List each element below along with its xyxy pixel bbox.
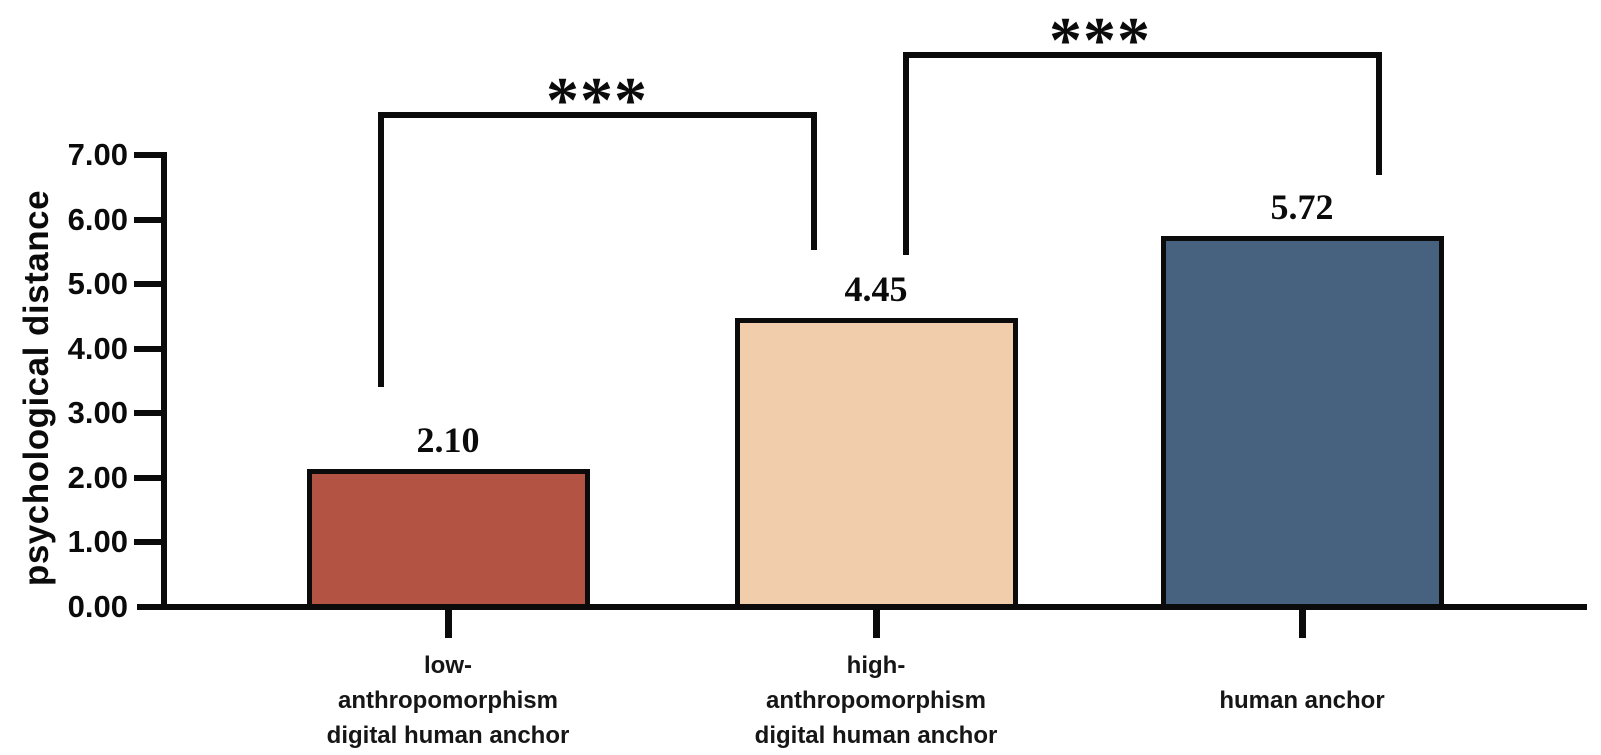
significance-stars: *** <box>1049 4 1151 77</box>
y-tick-label: 3.00 <box>67 395 128 431</box>
x-category-label: low-anthropomorphism digital human anchor <box>218 647 678 753</box>
significance-bracket-left-leg <box>903 52 909 255</box>
x-category-label: human anchor <box>1072 647 1532 753</box>
bar-low-anthropomorphism-digital-human-anchor <box>306 469 590 610</box>
y-tick <box>134 474 161 481</box>
x-category-label-line: anthropomorphism <box>766 686 986 714</box>
y-tick <box>134 539 161 546</box>
y-tick-label: 5.00 <box>67 266 128 302</box>
bar-human-anchor <box>1160 235 1444 610</box>
x-tick <box>872 607 880 638</box>
significance-bracket-top <box>903 52 1382 58</box>
y-tick-label: 2.00 <box>67 459 128 495</box>
bar-value-label: 2.10 <box>416 420 480 461</box>
bar-value-label: 5.72 <box>1270 186 1334 227</box>
significance-stars: *** <box>546 64 648 137</box>
y-tick-label: 1.00 <box>67 524 128 560</box>
bar-value-label: 4.45 <box>844 268 908 309</box>
significance-bracket-top <box>378 112 817 118</box>
x-tick <box>444 607 452 638</box>
significance-bracket-left-leg <box>378 112 384 387</box>
bar-high-anthropomorphism-digital-human-anchor <box>734 317 1018 610</box>
x-category-label: high-anthropomorphism digital human ancho… <box>646 647 1106 753</box>
y-tick <box>134 345 161 352</box>
y-tick <box>134 410 161 417</box>
y-tick <box>134 281 161 288</box>
y-axis-line <box>161 152 167 610</box>
x-category-label-line: digital human anchor <box>326 721 570 749</box>
significance-bracket-right-leg <box>1376 52 1382 175</box>
x-category-label-line: low- <box>424 651 472 679</box>
x-tick <box>1298 607 1306 638</box>
y-tick-label: 7.00 <box>67 137 128 172</box>
y-tick <box>134 216 161 223</box>
x-axis-line <box>137 604 1587 610</box>
y-tick <box>134 152 161 158</box>
x-category-label-line: anthropomorphism <box>338 686 558 714</box>
x-category-label-line: high- <box>846 651 906 679</box>
y-tick-label: 4.00 <box>67 330 128 366</box>
y-tick-label: 0.00 <box>67 589 128 624</box>
y-tick-label: 6.00 <box>67 201 128 237</box>
x-category-label-line: human anchor <box>1219 686 1385 714</box>
x-category-label-line: digital human anchor <box>754 721 998 749</box>
significance-bracket-right-leg <box>811 112 817 250</box>
